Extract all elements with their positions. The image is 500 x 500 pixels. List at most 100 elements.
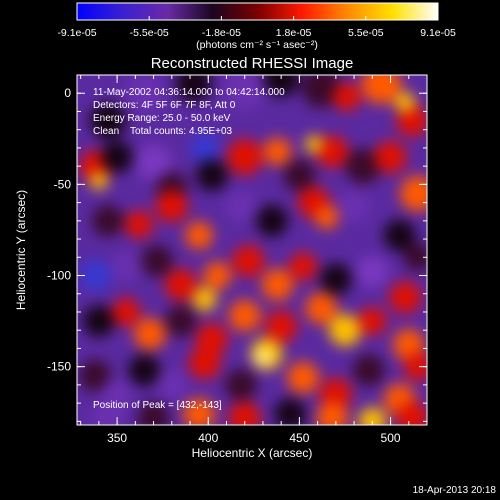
heatmap-blob — [225, 368, 258, 401]
heatmap-blob — [389, 281, 422, 314]
colorbar-tick-label: -5.5e-05 — [130, 27, 169, 39]
heatmap-blob — [111, 251, 142, 282]
heatmap-blob — [305, 292, 338, 325]
x-tick-label: 450 — [289, 431, 309, 445]
heatmap-blob — [403, 243, 427, 272]
heatmap-blob — [228, 401, 261, 425]
heatmap-blob — [124, 75, 165, 114]
axis-ticks — [77, 74, 428, 425]
heatmap-blob — [361, 75, 402, 105]
heatmap-blob — [124, 210, 153, 239]
heatmap-blob — [345, 148, 382, 185]
heatmap-blob — [228, 299, 261, 332]
heatmap-blob — [319, 263, 352, 296]
y-tick-label: -100 — [47, 269, 71, 283]
heatmap-blob — [358, 307, 387, 336]
x-tick-label: 500 — [381, 431, 401, 445]
heatmap-blob — [352, 354, 385, 387]
x-tick-label: 350 — [107, 431, 127, 445]
footer-timestamp: 18-Apr-2013 20:18 — [413, 485, 497, 496]
heatmap-blob — [183, 398, 216, 425]
plot-frame — [76, 74, 428, 426]
colorbar-tick-label: 1.8e-05 — [276, 27, 312, 39]
heatmap-blob — [155, 190, 188, 223]
heatmap-blob — [164, 305, 197, 338]
colorbar-tick-labels: -9.1e-05 -5.5e-05 -1.8e-05 1.8e-05 5.5e-05 9.… — [57, 27, 456, 39]
heatmap-blob — [256, 204, 289, 237]
heatmap-blob — [301, 75, 342, 108]
heatmap-blob — [263, 75, 300, 97]
heatmap-blob — [222, 75, 267, 110]
heatmap-blob — [254, 349, 271, 366]
colorbar-ticks — [76, 16, 439, 20]
colorbar-tick-label: -1.8e-05 — [202, 27, 241, 39]
heatmap-blob — [395, 92, 416, 113]
observation-annotations: 11-May-2002 04:36:14.000 to 04:42:14.000… — [93, 87, 285, 411]
heatmap-blob — [316, 401, 349, 425]
heatmap-blob — [79, 359, 112, 392]
heatmap-blob — [101, 141, 134, 174]
annotation-total-counts: Clean Total counts: 4.95E+03 — [93, 126, 233, 137]
heatmap-blob — [135, 144, 172, 181]
peak-position-label: Position of Peak = [432,-143] — [93, 400, 222, 411]
heatmap-blob — [91, 401, 124, 425]
heatmap-blob — [289, 252, 318, 281]
heatmap-blob — [195, 159, 228, 192]
heatmap-blob — [79, 259, 112, 292]
heatmap-blob — [128, 354, 161, 387]
heatmap-blob — [383, 219, 416, 252]
x-tick-labels: 350 400 450 500 — [107, 431, 401, 445]
y-tick-label: 0 — [64, 86, 71, 100]
heatmap-blob — [396, 401, 427, 425]
colorbar-tick-label: 9.1e-05 — [420, 27, 456, 39]
heatmap-blobs — [79, 75, 427, 425]
heatmap-blob — [232, 244, 265, 277]
heatmap-blob — [261, 268, 294, 301]
heatmap-blob — [226, 139, 263, 176]
heatmap-blob — [358, 407, 387, 425]
annotation-detectors: Detectors: 4F 5F 6F 7F 8F, Att 0 — [93, 100, 236, 111]
heatmap-blob — [89, 102, 126, 139]
annotation-energy-range: Energy Range: 25.0 - 50.0 keV — [93, 113, 231, 124]
colorbar-tick-label: -9.1e-05 — [57, 27, 96, 39]
colorbar-tick-label: 5.5e-05 — [348, 27, 384, 39]
heatmap-blob — [274, 398, 307, 425]
heatmap-blob — [399, 175, 427, 212]
heatmap-blob — [287, 361, 320, 394]
heatmap-blob — [164, 268, 197, 301]
heatmap-blob — [263, 137, 292, 166]
heatmap-blob — [82, 305, 115, 338]
x-tick-label: 400 — [198, 431, 218, 445]
colorbar-unit-label: (photons cm⁻² s⁻¹ asec⁻²) — [196, 39, 318, 51]
heatmap-blob — [91, 204, 124, 237]
heatmap-blob — [192, 287, 217, 312]
heatmap-blob — [328, 314, 361, 347]
heatmap-blob — [141, 244, 174, 277]
heatmap-blob — [283, 159, 316, 192]
colorbar — [76, 2, 439, 21]
chart-title: Reconstructed RHESSI Image — [151, 55, 354, 72]
y-axis-label: Heliocentric Y (arcsec) — [14, 190, 28, 310]
heatmap-blob — [396, 104, 427, 137]
heatmap-image — [77, 75, 427, 425]
annotation-time-range: 11-May-2002 04:36:14.000 to 04:42:14.000 — [93, 87, 285, 98]
heatmap-blob — [112, 297, 141, 326]
heatmap-blob — [403, 352, 427, 381]
heatmap-blob — [316, 135, 349, 168]
heatmap-blob — [265, 310, 298, 343]
heatmap-blob — [304, 135, 323, 154]
y-tick-label: -150 — [47, 360, 71, 374]
heatmap-blob — [314, 205, 339, 230]
heatmap-blob — [175, 75, 212, 103]
heatmap-blob — [189, 132, 220, 163]
heatmap-blob — [137, 401, 170, 425]
heatmap-blob — [374, 141, 407, 174]
heatmap-blob — [188, 347, 221, 380]
heatmap-blob — [332, 82, 361, 111]
y-tick-labels: 0 -50 -100 -150 — [47, 86, 71, 373]
heatmap-blob — [319, 378, 352, 411]
heatmap-blob — [155, 368, 188, 401]
y-tick-label: -50 — [54, 177, 72, 191]
heatmap-blob — [133, 317, 166, 350]
